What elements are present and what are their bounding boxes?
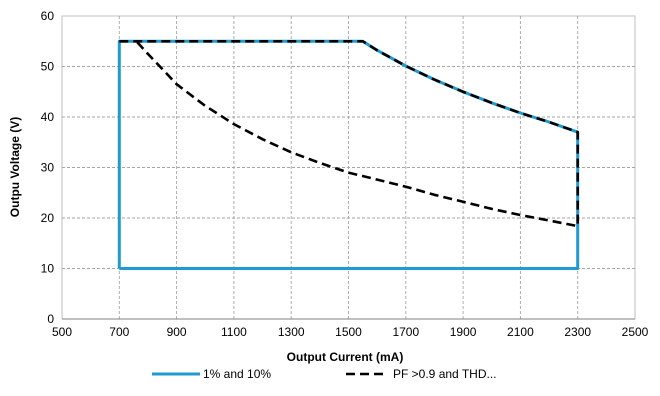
x-axis-title: Output Current (mA) (287, 350, 404, 364)
x-tick-label: 2500 (622, 325, 649, 339)
y-tick-label: 20 (41, 211, 55, 225)
x-tick-label: 2100 (507, 325, 534, 339)
axis-layer: 500 700 900 1100 1300 1500 1700 1900 2100 2300 250… (41, 9, 649, 339)
x-tick-label: 500 (52, 325, 72, 339)
legend: 1% and 10% PF >0.9 and THD... (152, 367, 497, 381)
series-layer (117, 39, 580, 270)
x-tick-label: 1700 (392, 325, 419, 339)
y-axis-title: Outpu Voltage (V) (8, 117, 22, 217)
y-tick-label: 60 (41, 9, 55, 23)
x-tick-label: 1500 (335, 325, 362, 339)
x-tick-label: 1900 (450, 325, 477, 339)
y-tick-label: 50 (41, 60, 55, 74)
y-tick-label: 40 (41, 110, 55, 124)
legend-label-1: 1% and 10% (203, 367, 271, 381)
y-tick-label: 10 (41, 262, 55, 276)
y-tick-label: 30 (41, 161, 55, 175)
y-tick-label: 0 (47, 312, 54, 326)
legend-label-2: PF >0.9 and THD... (393, 367, 497, 381)
series-line-2 (119, 39, 580, 228)
x-tick-label: 1100 (221, 325, 247, 339)
x-tick-label: 1300 (278, 325, 305, 339)
x-tick-label: 2300 (564, 325, 591, 339)
x-tick-label: 900 (167, 325, 187, 339)
x-tick-label: 700 (109, 325, 129, 339)
